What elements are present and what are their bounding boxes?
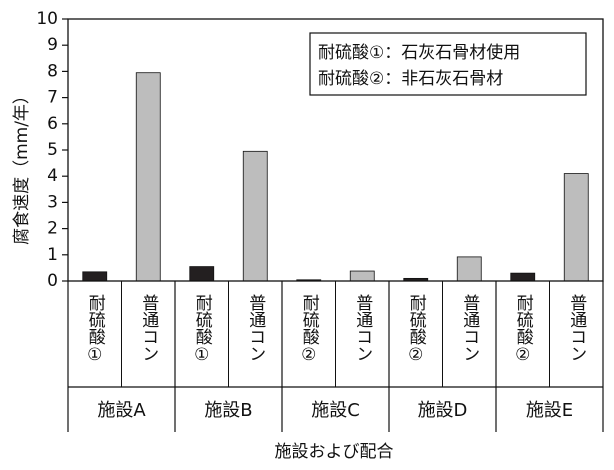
category-label: 耐硫酸② [513, 294, 534, 365]
bar-施設A-ordinary [135, 72, 161, 282]
y-tick-label: 4 [47, 166, 58, 186]
bar-施設B-acid-resistant [189, 266, 215, 282]
category-label: 耐硫酸① [192, 294, 213, 365]
y-tick-label: 8 [47, 61, 58, 81]
category-label: 耐硫酸② [406, 294, 427, 365]
category-label: 普通コン [245, 294, 266, 362]
y-tick-label: 1 [47, 245, 58, 265]
y-tick-label: 10 [36, 9, 58, 29]
group-label: 施設E [526, 400, 573, 421]
x-axis-title: 施設および配合 [275, 442, 394, 462]
category-label: 普通コン [138, 294, 159, 362]
y-tick-label: 0 [47, 271, 58, 291]
category-label: 普通コン [566, 294, 587, 362]
group-label: 施設B [204, 400, 252, 421]
bar-施設E-ordinary [563, 173, 589, 282]
y-tick-label: 6 [47, 114, 58, 134]
y-tick-label: 3 [47, 192, 58, 212]
bar-施設D-ordinary [456, 256, 482, 282]
bar-施設C-ordinary [349, 270, 375, 282]
legend-entry-acid-resistant-1: 耐硫酸①：石灰石骨材使用 [318, 42, 520, 63]
category-label: 普通コン [459, 294, 480, 362]
group-label: 施設D [418, 400, 468, 421]
y-tick-label: 5 [47, 140, 58, 160]
category-label: 普通コン [352, 294, 373, 362]
bar-施設B-ordinary [242, 150, 268, 282]
legend-entry-acid-resistant-2: 耐硫酸②：非石灰石骨材 [318, 69, 503, 89]
legend-box [309, 32, 587, 96]
y-tick-label: 2 [47, 219, 58, 239]
category-label: 耐硫酸② [299, 294, 320, 365]
y-axis-title: 腐食速度（mm/年） [12, 87, 32, 245]
bar-施設A-acid-resistant [82, 271, 108, 282]
group-label: 施設C [311, 400, 360, 421]
category-label: 耐硫酸① [85, 294, 106, 365]
bar-施設E-acid-resistant [510, 272, 536, 282]
y-tick-label: 7 [47, 88, 58, 108]
y-tick-label: 9 [47, 35, 58, 55]
group-label: 施設A [97, 400, 146, 421]
